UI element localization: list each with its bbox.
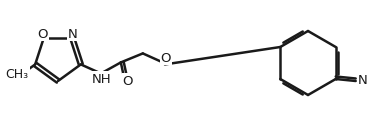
Text: O: O [122,74,133,87]
Text: O: O [161,52,171,64]
Text: O: O [38,28,48,41]
Text: NH: NH [92,72,112,85]
Text: CH₃: CH₃ [5,67,29,80]
Text: N: N [358,73,368,86]
Text: N: N [68,28,78,41]
